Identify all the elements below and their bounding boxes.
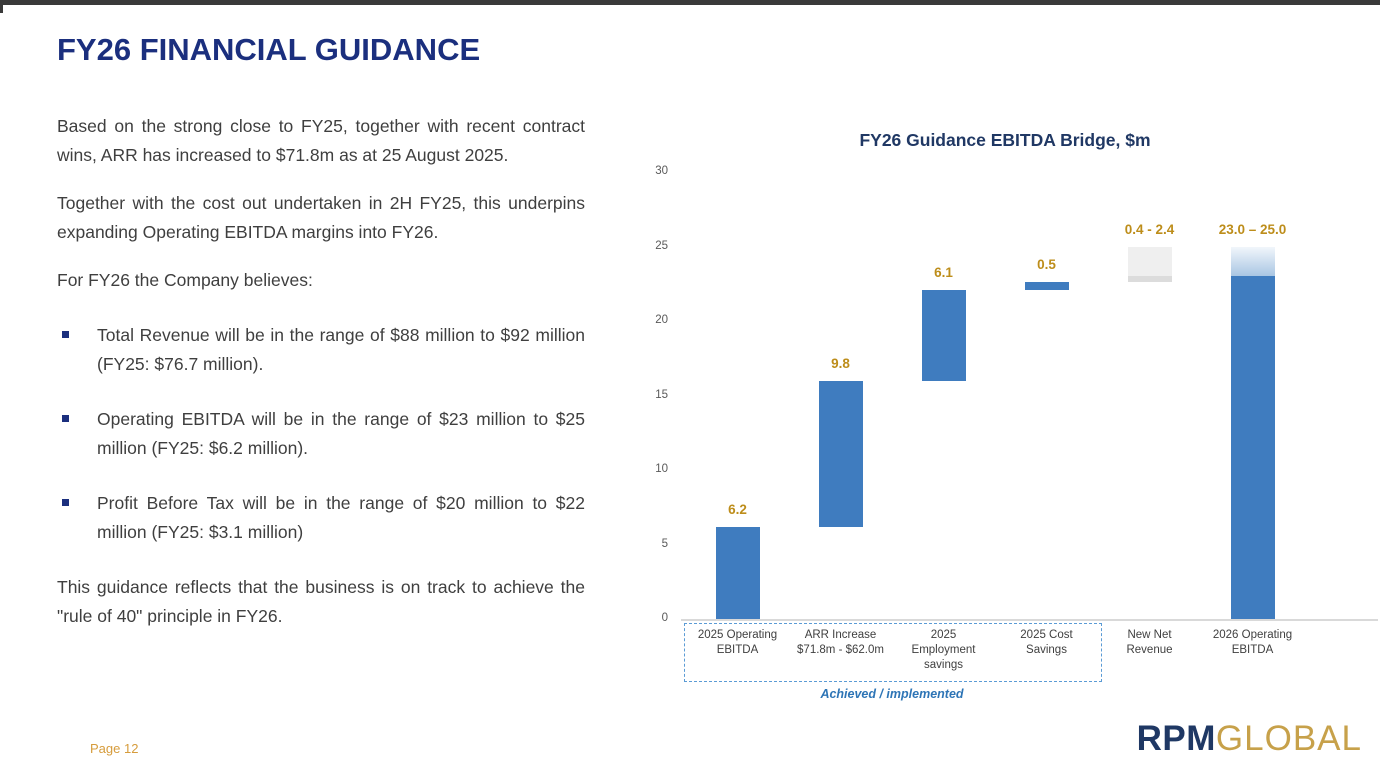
waterfall-bar-estimate-base (1127, 276, 1172, 283)
logo-rpm-text: RPM (1136, 719, 1216, 758)
page-title: FY26 FINANCIAL GUIDANCE (57, 32, 481, 67)
window-left-edge (0, 5, 3, 13)
category-label: 2025 Employment savings (911, 629, 976, 671)
waterfall-bar-total-solid (1230, 276, 1275, 619)
bullet-total-revenue: Total Revenue will be in the range of $8… (57, 321, 585, 379)
waterfall-bar (715, 526, 760, 619)
page-number: Page 12 (90, 741, 139, 756)
bar-value-label: 9.8 (831, 355, 850, 371)
logo-global-text: GLOBAL (1215, 719, 1362, 758)
achieved-bracket-label: Achieved / implemented (820, 687, 964, 701)
text-column: FY26 FINANCIAL GUIDANCE Based on the str… (57, 32, 585, 650)
x-axis-line (681, 619, 1378, 621)
paragraph-cost-out: Together with the cost out undertaken in… (57, 193, 585, 242)
y-axis-tick-label: 5 (661, 537, 668, 550)
bullet-operating-ebitda: Operating EBITDA will be in the range of… (57, 405, 585, 463)
waterfall-bar (921, 289, 966, 381)
bullet-text: Profit Before Tax will be in the range o… (97, 493, 585, 542)
bar-value-label: 0.4 - 2.4 (1124, 221, 1175, 237)
y-axis-tick-label: 15 (655, 388, 668, 401)
bar-value-label: 6.1 (934, 264, 953, 280)
bullet-square-icon (62, 331, 69, 338)
y-axis-tick-label: 10 (655, 463, 668, 475)
bar-value-label: 23.0 – 25.0 (1218, 221, 1287, 237)
window-top-edge (0, 0, 1380, 5)
y-axis-tick-label: 25 (655, 239, 668, 252)
bullet-text: Total Revenue will be in the range of $8… (97, 325, 585, 374)
chart-title: FY26 Guidance EBITDA Bridge, $m (859, 130, 1151, 150)
paragraph-rule-of-40: This guidance reflects that the business… (57, 577, 585, 626)
waterfall-bar-estimate (1127, 246, 1172, 283)
category-label: New Net Revenue (1126, 629, 1173, 656)
category-label: 2025 Operating EBITDA (697, 629, 778, 656)
y-axis-tick-label: 0 (661, 612, 668, 624)
y-axis-tick-label: 30 (655, 165, 668, 177)
category-label: ARR Increase $71.8m - $62.0m (797, 629, 884, 656)
bullet-profit-before-tax: Profit Before Tax will be in the range o… (57, 489, 585, 547)
waterfall-bar-total-range (1230, 246, 1275, 277)
achieved-bracket-box (684, 623, 1102, 682)
bullet-square-icon (62, 415, 69, 422)
category-label: 2026 Operating EBITDA (1212, 629, 1293, 656)
category-label: 2025 Cost Savings (1020, 629, 1073, 656)
y-axis-tick-label: 20 (655, 314, 668, 326)
bullet-square-icon (62, 499, 69, 506)
bullet-text: Operating EBITDA will be in the range of… (97, 409, 585, 458)
paragraph-arr-increase: Based on the strong close to FY25, toget… (57, 116, 585, 165)
paragraph-believes-intro: For FY26 the Company believes: (57, 270, 313, 290)
waterfall-bar (1024, 282, 1069, 290)
bar-value-label: 6.2 (728, 501, 747, 517)
rpmglobal-logo: RPMGLOBAL (1137, 719, 1362, 759)
waterfall-bar (818, 380, 863, 527)
bar-value-label: 0.5 (1037, 257, 1056, 273)
